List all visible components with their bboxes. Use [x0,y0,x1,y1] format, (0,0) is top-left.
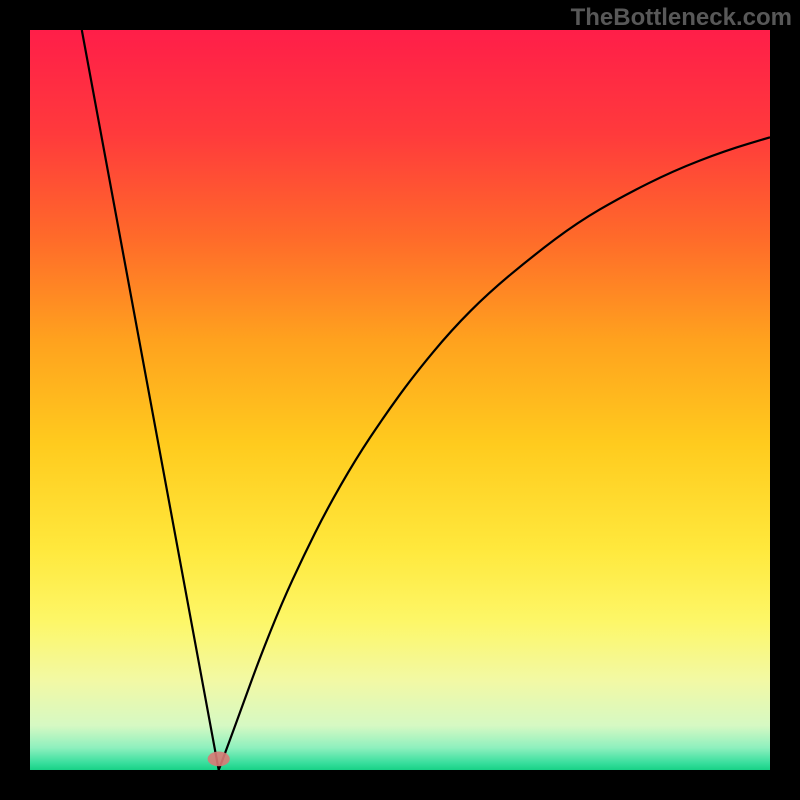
bottleneck-chart-svg [30,30,770,770]
watermark-text: TheBottleneck.com [571,4,792,32]
gradient-background [30,30,770,770]
optimum-marker [208,752,230,767]
plot-area [30,30,770,770]
chart-container: TheBottleneck.com [0,0,800,800]
